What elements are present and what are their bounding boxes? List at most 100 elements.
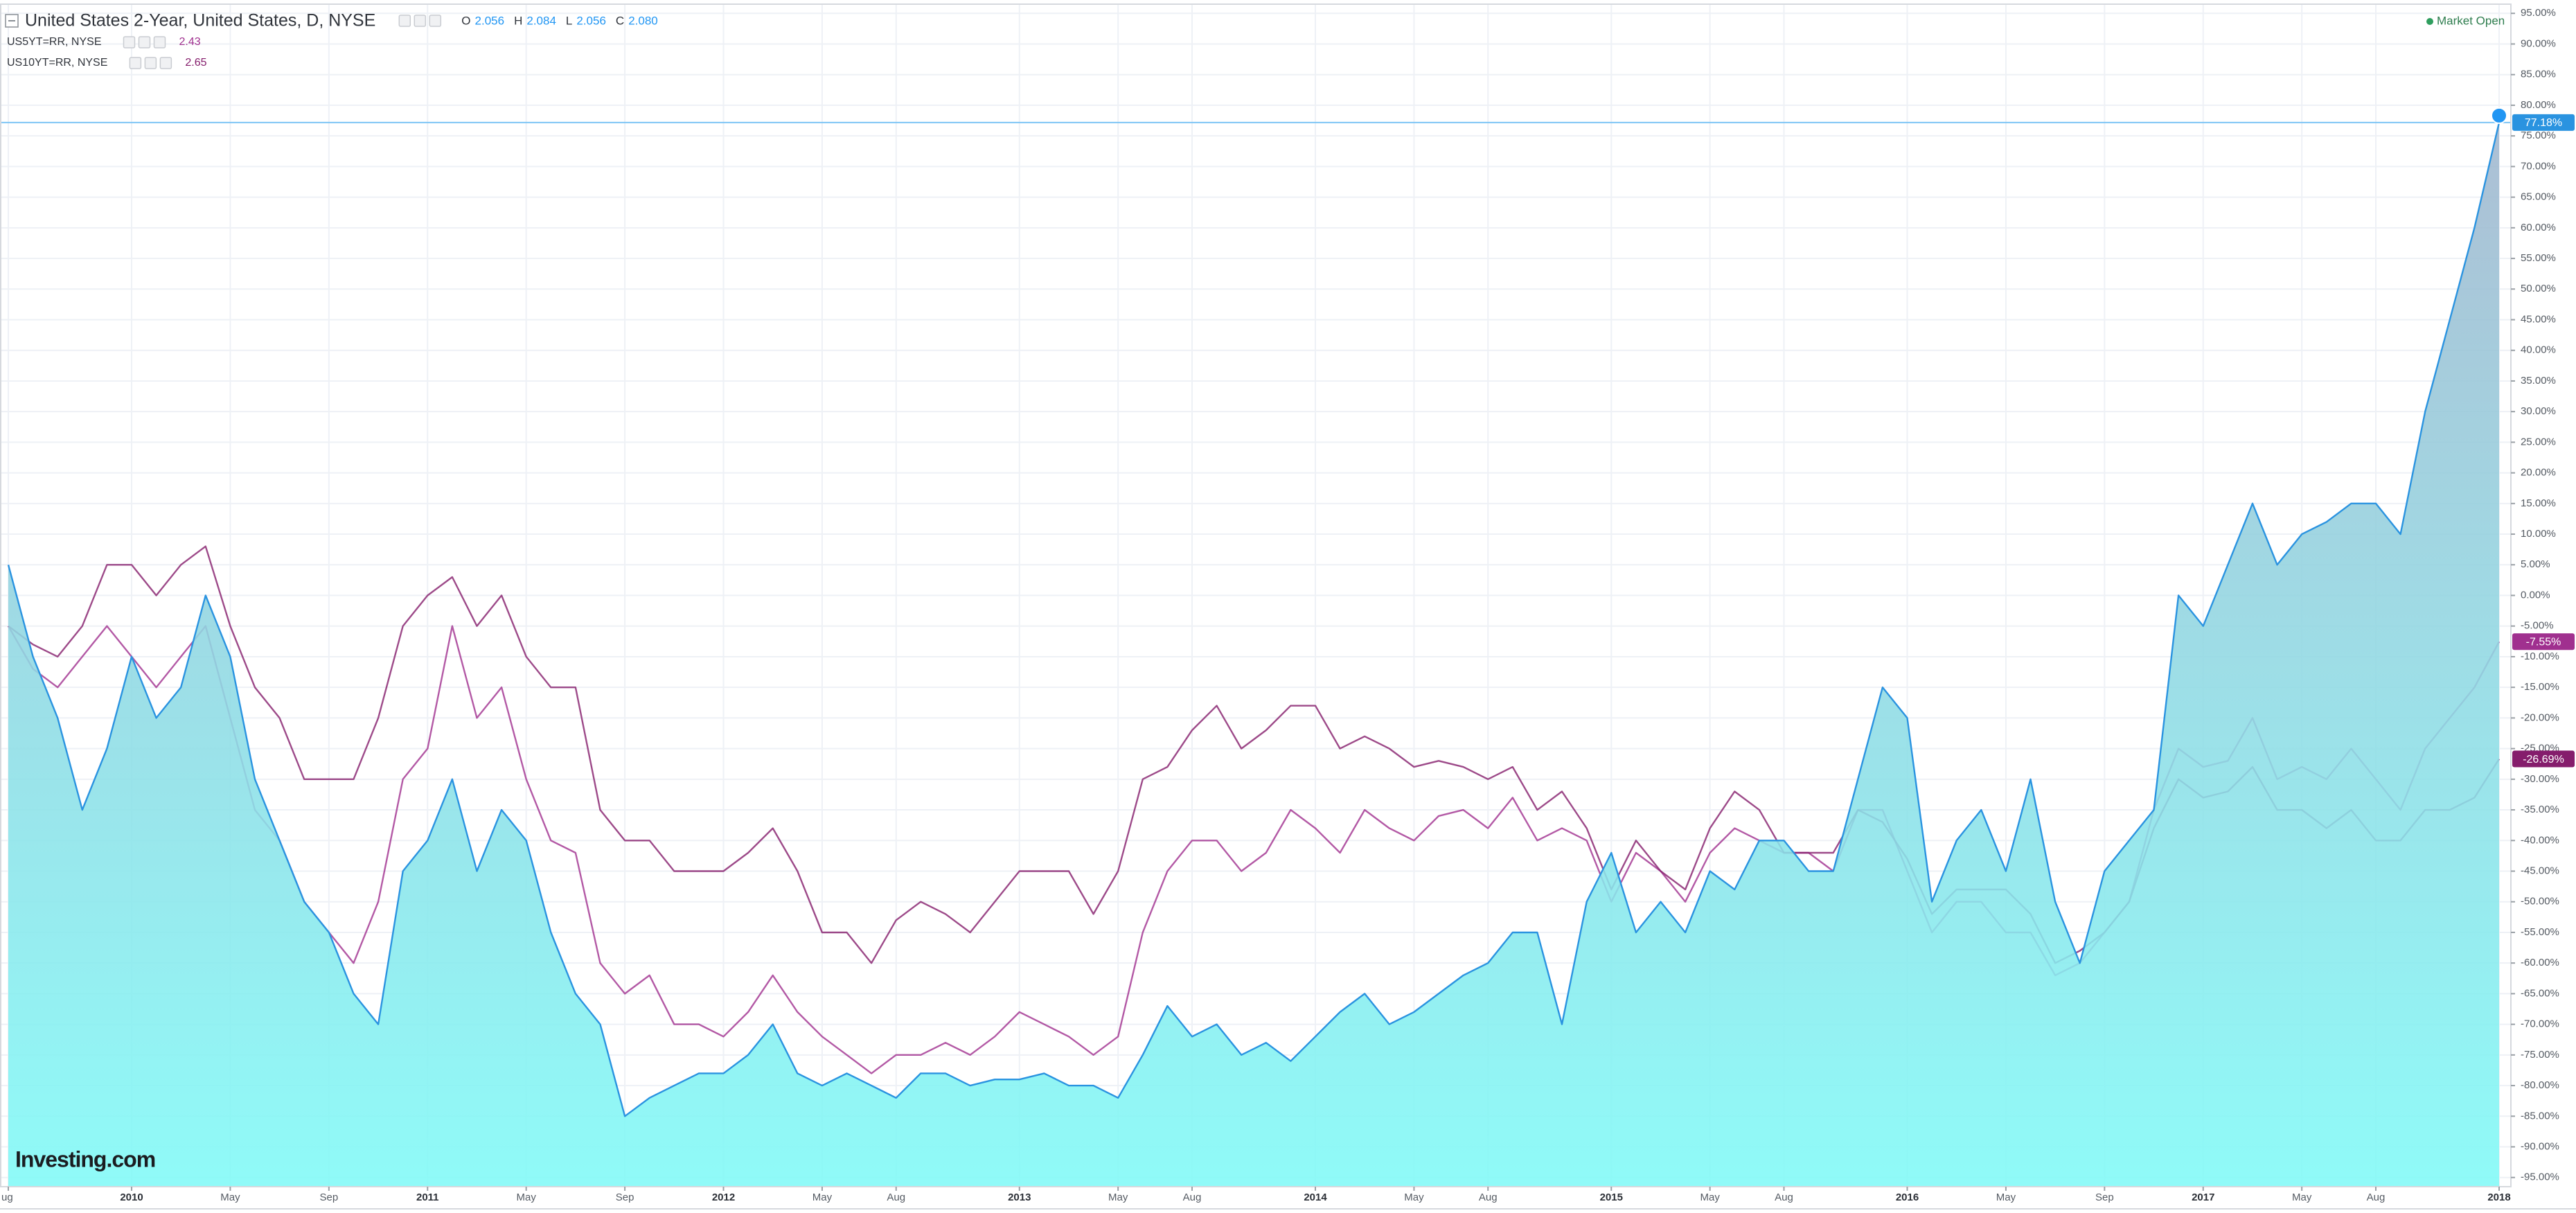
y-tick-label: -65.00% — [2521, 987, 2559, 999]
x-tick-label: 2010 — [120, 1192, 143, 1203]
ohlc-key: L — [566, 14, 572, 27]
x-tick-label: May — [1996, 1192, 2016, 1203]
y-tick-label: 35.00% — [2521, 375, 2556, 387]
ohlc-value: 2.056 — [576, 14, 606, 27]
y-tick-label: -45.00% — [2521, 865, 2559, 876]
legend-icon — [129, 57, 142, 69]
y-tick-label: 10.00% — [2521, 528, 2556, 540]
y-tick-label: 25.00% — [2521, 436, 2556, 448]
y-tick-label: -75.00% — [2521, 1049, 2559, 1061]
y-tick-label: 80.00% — [2521, 99, 2556, 111]
x-tick-label: Sep — [616, 1192, 634, 1203]
y-tick-label: 60.00% — [2521, 222, 2556, 233]
ohlc-value: 2.056 — [475, 14, 505, 27]
y-tick-label: -80.00% — [2521, 1079, 2559, 1091]
area-line — [7, 122, 2501, 1117]
x-tick-label: May — [2292, 1192, 2312, 1203]
y-tick-label: -50.00% — [2521, 896, 2559, 907]
x-tick-label: Sep — [319, 1192, 338, 1203]
ohlc-value: 2.080 — [628, 14, 658, 27]
y-tick-label: -10.00% — [2521, 650, 2559, 662]
y-tick-label: -55.00% — [2521, 926, 2559, 938]
y-tick-label: 5.00% — [2521, 558, 2550, 570]
x-tick-label: May — [1700, 1192, 1721, 1203]
y-tick-label: 50.00% — [2521, 283, 2556, 294]
legend-icon — [159, 57, 172, 69]
legend-icon — [429, 15, 442, 27]
y-tick-label: 40.00% — [2521, 344, 2556, 356]
y-tick-label: -15.00% — [2521, 681, 2559, 693]
y-tick-label: 85.00% — [2521, 69, 2556, 80]
last-value-label: -7.55% — [2526, 636, 2561, 648]
y-tick-label: -35.00% — [2521, 804, 2559, 815]
y-tick-label: 20.00% — [2521, 467, 2556, 479]
ohlc-key: O — [461, 14, 470, 27]
area-fill — [8, 122, 2499, 1187]
legend-name: US10YT=RR, NYSE — [7, 57, 107, 69]
y-tick-label: -40.00% — [2521, 834, 2559, 846]
watermark: Investing.com — [15, 1146, 155, 1171]
x-tick-label: Aug — [1183, 1192, 1202, 1203]
legend-icon — [153, 36, 166, 48]
x-tick-label: Aug — [1479, 1192, 1498, 1203]
y-tick-label: 45.00% — [2521, 313, 2556, 325]
last-value-label: 77.18% — [2525, 117, 2562, 129]
y-tick-label: 90.00% — [2521, 37, 2556, 49]
y-tick-label: 55.00% — [2521, 252, 2556, 264]
legend-icon — [398, 15, 411, 27]
y-tick-label: 95.00% — [2521, 7, 2556, 19]
y-tick-label: 65.00% — [2521, 191, 2556, 203]
y-tick-label: 30.00% — [2521, 405, 2556, 417]
legend-quote: 2.43 — [179, 36, 200, 48]
x-tick-label: Aug — [2367, 1192, 2386, 1203]
last-value-box — [2512, 114, 2575, 131]
legend-icon — [144, 57, 157, 69]
legend-icon — [138, 36, 151, 48]
ohlc-key: H — [514, 14, 522, 27]
x-tick-label: 2016 — [1896, 1192, 1919, 1203]
y-tick-label: -85.00% — [2521, 1110, 2559, 1122]
y-tick-label: 0.00% — [2521, 589, 2550, 601]
y-tick-label: -20.00% — [2521, 711, 2559, 723]
x-tick-label: May — [812, 1192, 833, 1203]
x-tick-label: May — [1404, 1192, 1424, 1203]
y-tick-label: -60.00% — [2521, 957, 2559, 968]
legend-icon — [123, 36, 136, 48]
y-tick-label: -5.00% — [2521, 620, 2554, 632]
x-tick-label: 2017 — [2192, 1192, 2214, 1203]
ohlc-key: C — [616, 14, 624, 27]
x-tick-label: 2014 — [1304, 1192, 1327, 1203]
x-tick-label: Sep — [2095, 1192, 2114, 1203]
x-tick-label: May — [1108, 1192, 1128, 1203]
legend-name: US5YT=RR, NYSE — [7, 36, 101, 48]
x-tick-label: 2013 — [1008, 1192, 1031, 1203]
last-value-box — [2512, 633, 2575, 650]
x-tick-label: 2018 — [2487, 1192, 2510, 1203]
chart-title: United States 2-Year, United States, D, … — [25, 11, 375, 30]
x-tick-label: May — [517, 1192, 537, 1203]
last-value-label: -26.69% — [2523, 754, 2564, 765]
y-tick-label: -90.00% — [2521, 1140, 2559, 1152]
x-tick-label: 2012 — [712, 1192, 735, 1203]
legend-icon — [414, 15, 427, 27]
y-tick-label: 70.00% — [2521, 160, 2556, 172]
price-marker — [2491, 107, 2507, 124]
x-tick-label: May — [220, 1192, 240, 1203]
y-tick-label: 15.00% — [2521, 497, 2556, 509]
y-tick-label: -95.00% — [2521, 1171, 2559, 1183]
legend-quote: 2.65 — [185, 57, 206, 69]
ohlc-value: 2.084 — [526, 14, 556, 27]
y-tick-label: -70.00% — [2521, 1018, 2559, 1030]
x-tick-label: Aug — [887, 1192, 905, 1203]
last-value-box — [2512, 750, 2575, 768]
x-tick-label: 2015 — [1600, 1192, 1623, 1203]
market-status: Market Open — [2437, 14, 2505, 27]
x-tick-label: ug — [1, 1192, 13, 1203]
y-tick-label: -30.00% — [2521, 773, 2559, 785]
x-tick-label: Aug — [1775, 1192, 1793, 1203]
status-dot — [2426, 18, 2433, 25]
x-tick-label: 2011 — [416, 1192, 439, 1203]
y-tick-label: 75.00% — [2521, 130, 2556, 141]
